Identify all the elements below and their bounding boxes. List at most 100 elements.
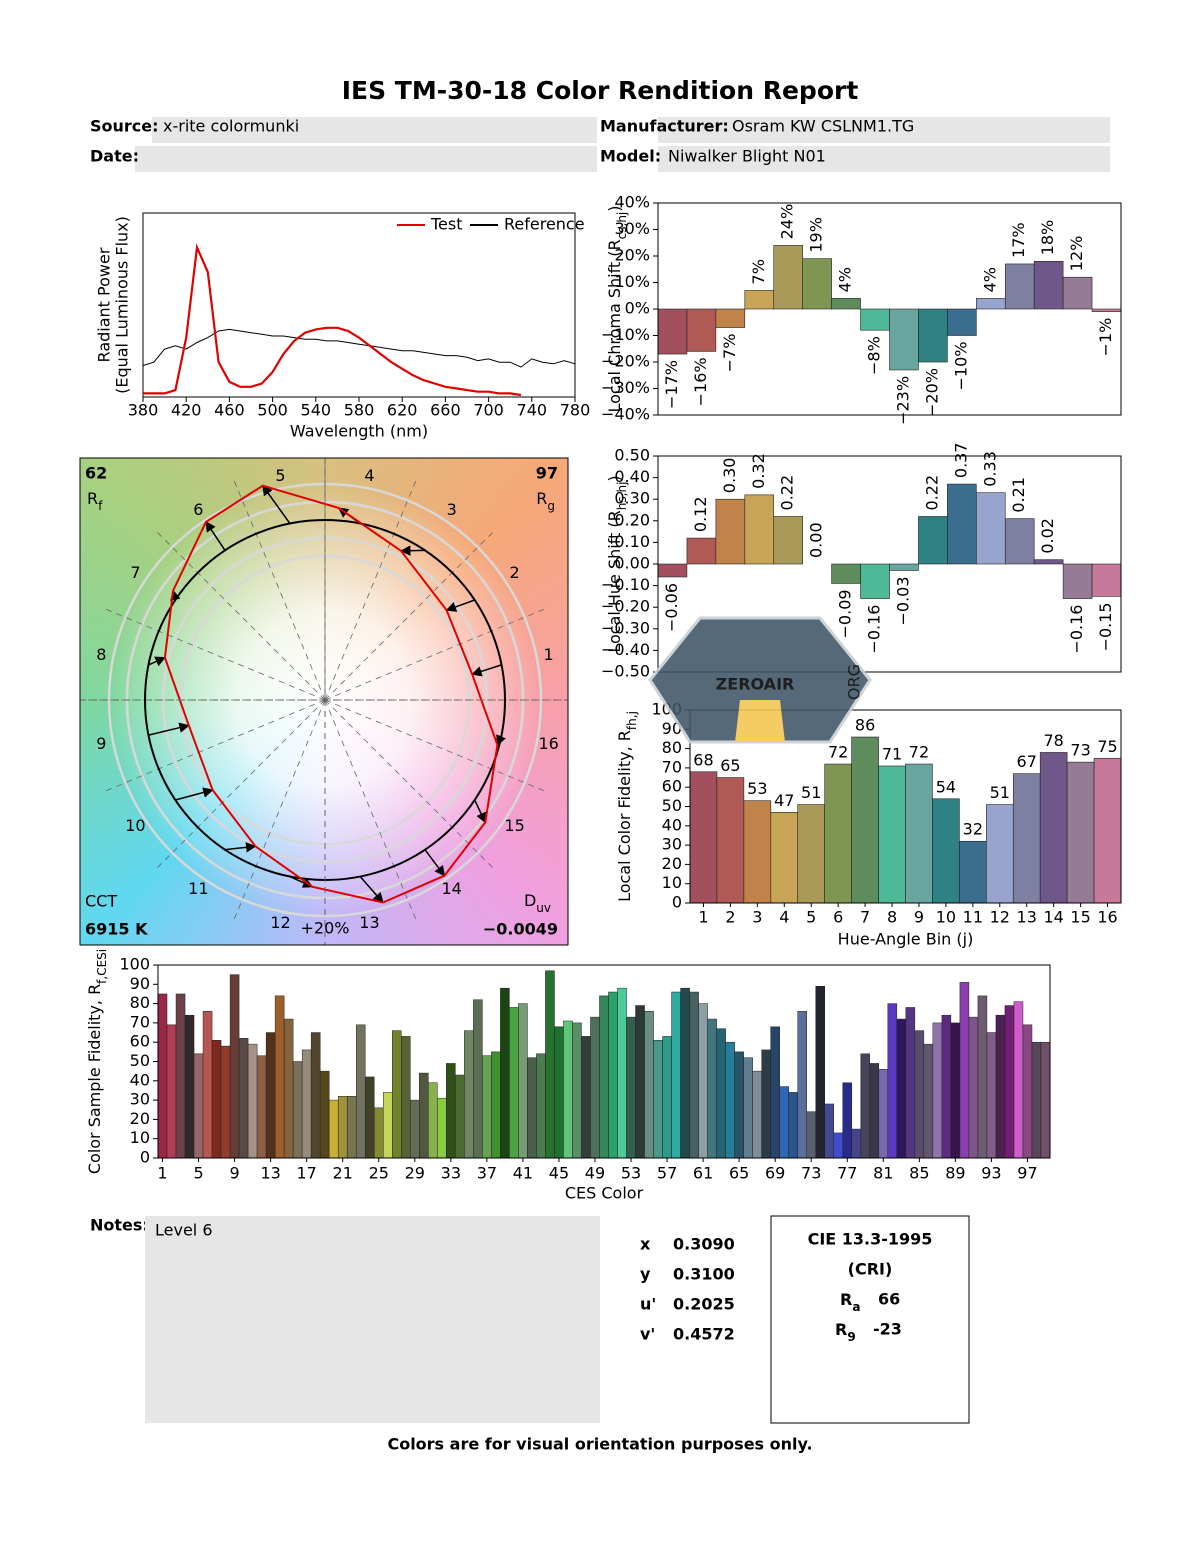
value-label: −0.16 [1067,605,1086,654]
y-tick-label: 90 [130,974,150,993]
duv-symbol-part: D [524,891,536,910]
bar [274,995,285,1159]
x-tick-label: 77 [837,1164,857,1183]
bar [319,1070,330,1159]
bar [947,308,977,336]
y-axis-label-part: ) [605,475,624,481]
bin-boundary [232,699,326,922]
x-tick-label: 45 [549,1164,569,1183]
bar [657,563,688,578]
value-label: 72 [909,743,929,762]
value-label: 0.30 [720,458,739,494]
value-label: 86 [855,716,875,735]
shift-arrow [224,842,257,853]
bar [337,1095,348,1159]
plot-frame [79,457,569,946]
y-axis-label-part: Local Color Fidelity, R [615,730,634,902]
value-label: 0.02 [1038,518,1057,554]
x-tick-label: 73 [801,1164,821,1183]
x-tick-label: 5 [193,1164,203,1183]
watermark: ZEROAIR ORG [648,616,872,744]
y-tick-label: 100 [119,955,150,974]
y-axis-label-part: f,CESi [95,949,109,984]
y-tick-label: 70 [662,757,682,776]
value-label: 17% [1009,222,1028,258]
bar [889,308,919,371]
bar [617,987,627,1159]
x-tick-label: 25 [369,1164,389,1183]
bar [1091,308,1122,312]
y-tick-label: −0.50 [601,662,650,681]
value-label: 75 [1097,737,1117,756]
bar [1031,1041,1042,1159]
x-tick-label: 6 [833,908,843,927]
y-tick-label: 30 [130,1090,150,1109]
bar [184,1014,195,1159]
value-label: 65 [720,756,740,775]
x-tick-label: 29 [405,1164,425,1183]
bar [686,308,717,352]
x-tick-label: 4 [779,908,789,927]
bar [157,993,168,1159]
value-label: 0.12 [691,496,710,532]
value-label: 24% [778,204,797,240]
cri-symbol: Ra [840,1290,860,1314]
bar [923,1043,934,1159]
x-tick-label: 460 [214,401,245,420]
bar [797,1011,807,1159]
bar [770,811,799,904]
shift-arrow [148,656,166,667]
value-label: −1% [1096,318,1115,357]
cri-value: -23 [873,1320,902,1339]
hue-bin-label: 4 [364,466,374,485]
value-label: 19% [807,217,826,253]
y-tick-label: 0.10 [614,532,650,551]
bar [590,1016,600,1159]
x-tick-label: 11 [963,908,983,927]
bar [355,1024,366,1159]
y-axis-label-part: hs,hj [615,482,629,511]
bar [698,1003,708,1159]
hue-bin-label: 1 [544,645,554,664]
x-tick-label: 61 [693,1164,713,1183]
y-axis-label-part: Local Chroma Shift (R [605,239,624,412]
chromaticity-value: 0.4572 [673,1325,735,1344]
x-tick-label: 8 [887,908,897,927]
bar [995,1014,1006,1159]
bar [392,1030,402,1159]
notes-box [145,1216,600,1423]
hue-bin-label: 3 [447,500,457,519]
bar [1093,757,1122,904]
spectrum-line [142,328,576,368]
x-tick-label: 85 [909,1164,929,1183]
value-label: 0.21 [1009,477,1028,513]
bin-boundary [324,699,547,793]
x-tick-label: 15 [1070,908,1090,927]
field-label: Manufacturer: [600,117,729,136]
bin-boundary [324,607,547,701]
field-label: Model: [600,147,661,166]
x-tick-label: 53 [621,1164,641,1183]
rg-symbol-part: R [536,489,547,508]
y-tick-label: 10 [130,1128,150,1147]
y-tick-label: 0.40 [614,467,650,486]
bar [905,763,933,904]
bar [734,1051,744,1159]
y-tick-label: 40% [614,193,650,212]
value-label: 4% [836,267,855,292]
legend-label: Reference [504,215,585,234]
bar [229,974,240,1159]
x-tick-label: 700 [473,401,504,420]
value-label: 47 [774,791,794,810]
bar [887,1003,898,1159]
bar [986,804,1014,904]
cct-label: CCT [85,892,117,911]
y-tick-label: 80 [130,993,150,1012]
cri-symbol-part: 9 [847,1330,855,1344]
bar [383,1092,393,1159]
y-tick-label: 20 [130,1109,150,1128]
y-tick-label: 40 [130,1070,150,1089]
y-tick-label: 0.20 [614,510,650,529]
watermark-sub: ORG [845,664,864,700]
